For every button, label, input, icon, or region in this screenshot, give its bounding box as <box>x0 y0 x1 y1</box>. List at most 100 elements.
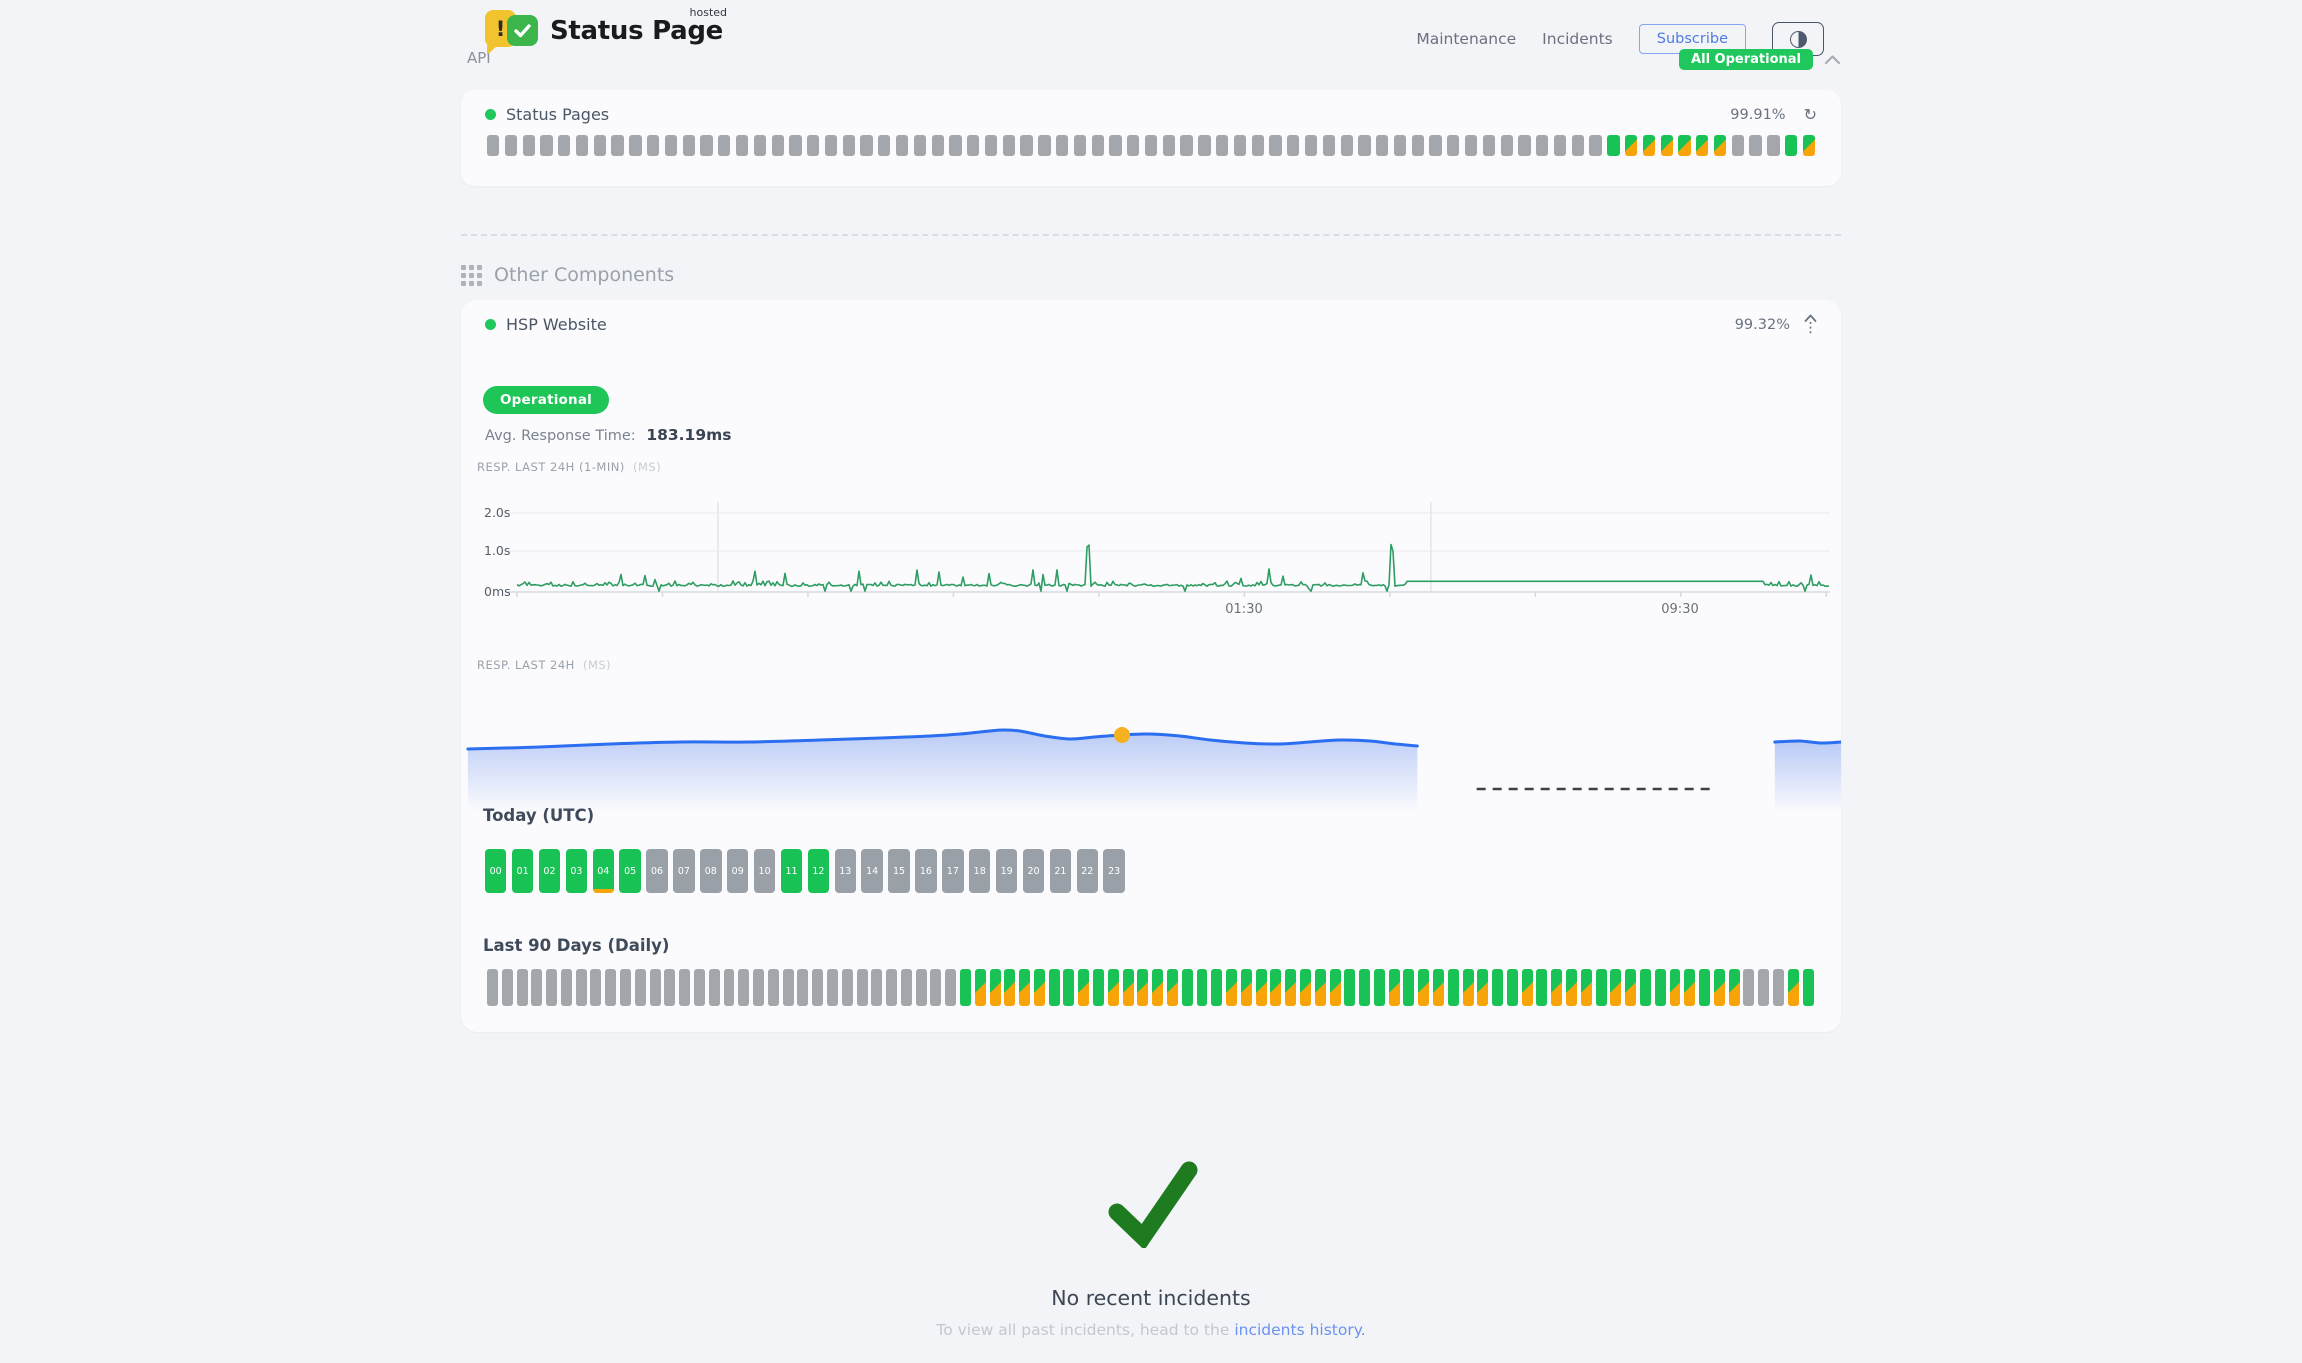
uptime-bar[interactable] <box>718 135 731 156</box>
uptime-bar[interactable] <box>1322 135 1335 156</box>
uptime-bar[interactable] <box>487 969 498 1006</box>
uptime-bar[interactable] <box>1181 969 1193 1006</box>
uptime-bar[interactable] <box>967 135 980 156</box>
hour-block-09[interactable]: 09 <box>727 849 749 893</box>
uptime-bar[interactable] <box>1536 969 1548 1006</box>
hour-block-00[interactable]: 00 <box>485 849 507 893</box>
uptime-bar[interactable] <box>1063 969 1075 1006</box>
uptime-bar[interactable] <box>1198 135 1211 156</box>
refresh-icon[interactable]: ↻ <box>1803 104 1817 124</box>
uptime-bar[interactable] <box>647 135 660 156</box>
uptime-bar[interactable] <box>1731 135 1744 156</box>
uptime-bar[interactable] <box>1625 969 1637 1006</box>
uptime-bar[interactable] <box>1162 135 1175 156</box>
uptime-bar[interactable] <box>1358 135 1371 156</box>
uptime-bar[interactable] <box>487 135 500 156</box>
resp-1min-chart[interactable] <box>461 496 1841 631</box>
uptime-bar[interactable] <box>1166 969 1178 1006</box>
uptime-bar[interactable] <box>516 969 528 1006</box>
uptime-bar[interactable] <box>1607 135 1620 156</box>
uptime-bar[interactable] <box>540 135 553 156</box>
uptime-bar[interactable] <box>1500 135 1513 156</box>
uptime-bar[interactable] <box>1107 969 1119 1006</box>
uptime-bar[interactable] <box>1127 135 1140 156</box>
uptime-bar[interactable] <box>593 135 606 156</box>
uptime-bar[interactable] <box>611 135 624 156</box>
uptime-bar[interactable] <box>1196 969 1208 1006</box>
theme-toggle-button[interactable] <box>1772 22 1824 56</box>
nav-incidents[interactable]: Incidents <box>1542 30 1613 48</box>
uptime-bar[interactable] <box>1713 135 1727 156</box>
uptime-bar[interactable] <box>1625 135 1638 156</box>
hour-block-12[interactable]: 12 <box>807 849 830 893</box>
uptime-bar[interactable] <box>1038 135 1051 156</box>
uptime-bar[interactable] <box>842 135 855 156</box>
uptime-bar[interactable] <box>1403 969 1415 1006</box>
uptime-bar[interactable] <box>1216 135 1229 156</box>
uptime-bar[interactable] <box>1411 135 1424 156</box>
hour-block-02[interactable]: 02 <box>538 849 561 893</box>
uptime-bar[interactable] <box>771 135 784 156</box>
uptime-bar[interactable] <box>1506 969 1518 1006</box>
uptime-bar[interactable] <box>1802 969 1814 1006</box>
uptime-bar[interactable] <box>664 135 678 156</box>
uptime-bar[interactable] <box>1314 969 1326 1006</box>
uptime-bar[interactable] <box>1758 969 1770 1006</box>
uptime-bar[interactable] <box>1109 135 1122 156</box>
uptime-bar[interactable] <box>1713 969 1725 1006</box>
uptime-bar[interactable] <box>1699 969 1711 1006</box>
uptime-bar[interactable] <box>1518 135 1531 156</box>
uptime-bar[interactable] <box>1078 969 1090 1006</box>
uptime-bar[interactable] <box>1340 135 1353 156</box>
uptime-bar[interactable] <box>605 969 617 1006</box>
uptime-bar[interactable] <box>1787 969 1799 1006</box>
uptime-bar[interactable] <box>1785 135 1798 156</box>
hour-block-07[interactable]: 07 <box>673 849 695 893</box>
uptime-bar[interactable] <box>1642 135 1656 156</box>
uptime-bar[interactable] <box>949 135 962 156</box>
uptime-bar[interactable] <box>1482 135 1496 156</box>
uptime-bar[interactable] <box>1093 969 1105 1006</box>
uptime-bar[interactable] <box>824 135 838 156</box>
nav-maintenance[interactable]: Maintenance <box>1416 30 1517 48</box>
uptime-bar[interactable] <box>1091 135 1104 156</box>
uptime-bar[interactable] <box>789 135 802 156</box>
uptime-bar[interactable] <box>1376 135 1389 156</box>
uptime-bar[interactable] <box>1073 135 1087 156</box>
uptime-bar[interactable] <box>1728 969 1740 1006</box>
uptime-bar[interactable] <box>1551 969 1563 1006</box>
hour-block-18[interactable]: 18 <box>969 849 991 893</box>
hour-block-20[interactable]: 20 <box>1022 849 1045 893</box>
uptime-bar[interactable] <box>1477 969 1489 1006</box>
uptime-bar[interactable] <box>693 969 705 1006</box>
uptime-bar[interactable] <box>1589 135 1602 156</box>
uptime-bar[interactable] <box>575 969 587 1006</box>
hour-block-15[interactable]: 15 <box>888 849 910 893</box>
uptime-bar[interactable] <box>679 969 691 1006</box>
hour-block-11[interactable]: 11 <box>780 849 803 893</box>
uptime-bar[interactable] <box>1772 969 1784 1006</box>
uptime-bar[interactable] <box>1004 969 1016 1006</box>
uptime-bar[interactable] <box>1595 969 1607 1006</box>
uptime-bar[interactable] <box>1020 135 1033 156</box>
hour-block-13[interactable]: 13 <box>834 849 856 893</box>
uptime-bar[interactable] <box>1654 969 1666 1006</box>
uptime-bar[interactable] <box>560 969 572 1006</box>
uptime-bar[interactable] <box>1240 969 1252 1006</box>
uptime-bar[interactable] <box>1285 969 1297 1006</box>
uptime-bar[interactable] <box>856 969 868 1006</box>
uptime-bar[interactable] <box>860 135 873 156</box>
uptime-bar[interactable] <box>989 969 1001 1006</box>
uptime-bar[interactable] <box>1571 135 1584 156</box>
uptime-bar[interactable] <box>753 969 765 1006</box>
uptime-bar[interactable] <box>590 969 602 1006</box>
uptime-bar[interactable] <box>1696 135 1709 156</box>
hour-block-23[interactable]: 23 <box>1103 849 1125 893</box>
uptime-bar[interactable] <box>1299 969 1311 1006</box>
uptime-bar[interactable] <box>1447 135 1460 156</box>
uptime-bar[interactable] <box>1002 135 1015 156</box>
uptime-bar[interactable] <box>1553 135 1567 156</box>
uptime-bar[interactable] <box>1447 969 1459 1006</box>
uptime-bar[interactable] <box>984 135 998 156</box>
hour-block-10[interactable]: 10 <box>753 849 776 893</box>
